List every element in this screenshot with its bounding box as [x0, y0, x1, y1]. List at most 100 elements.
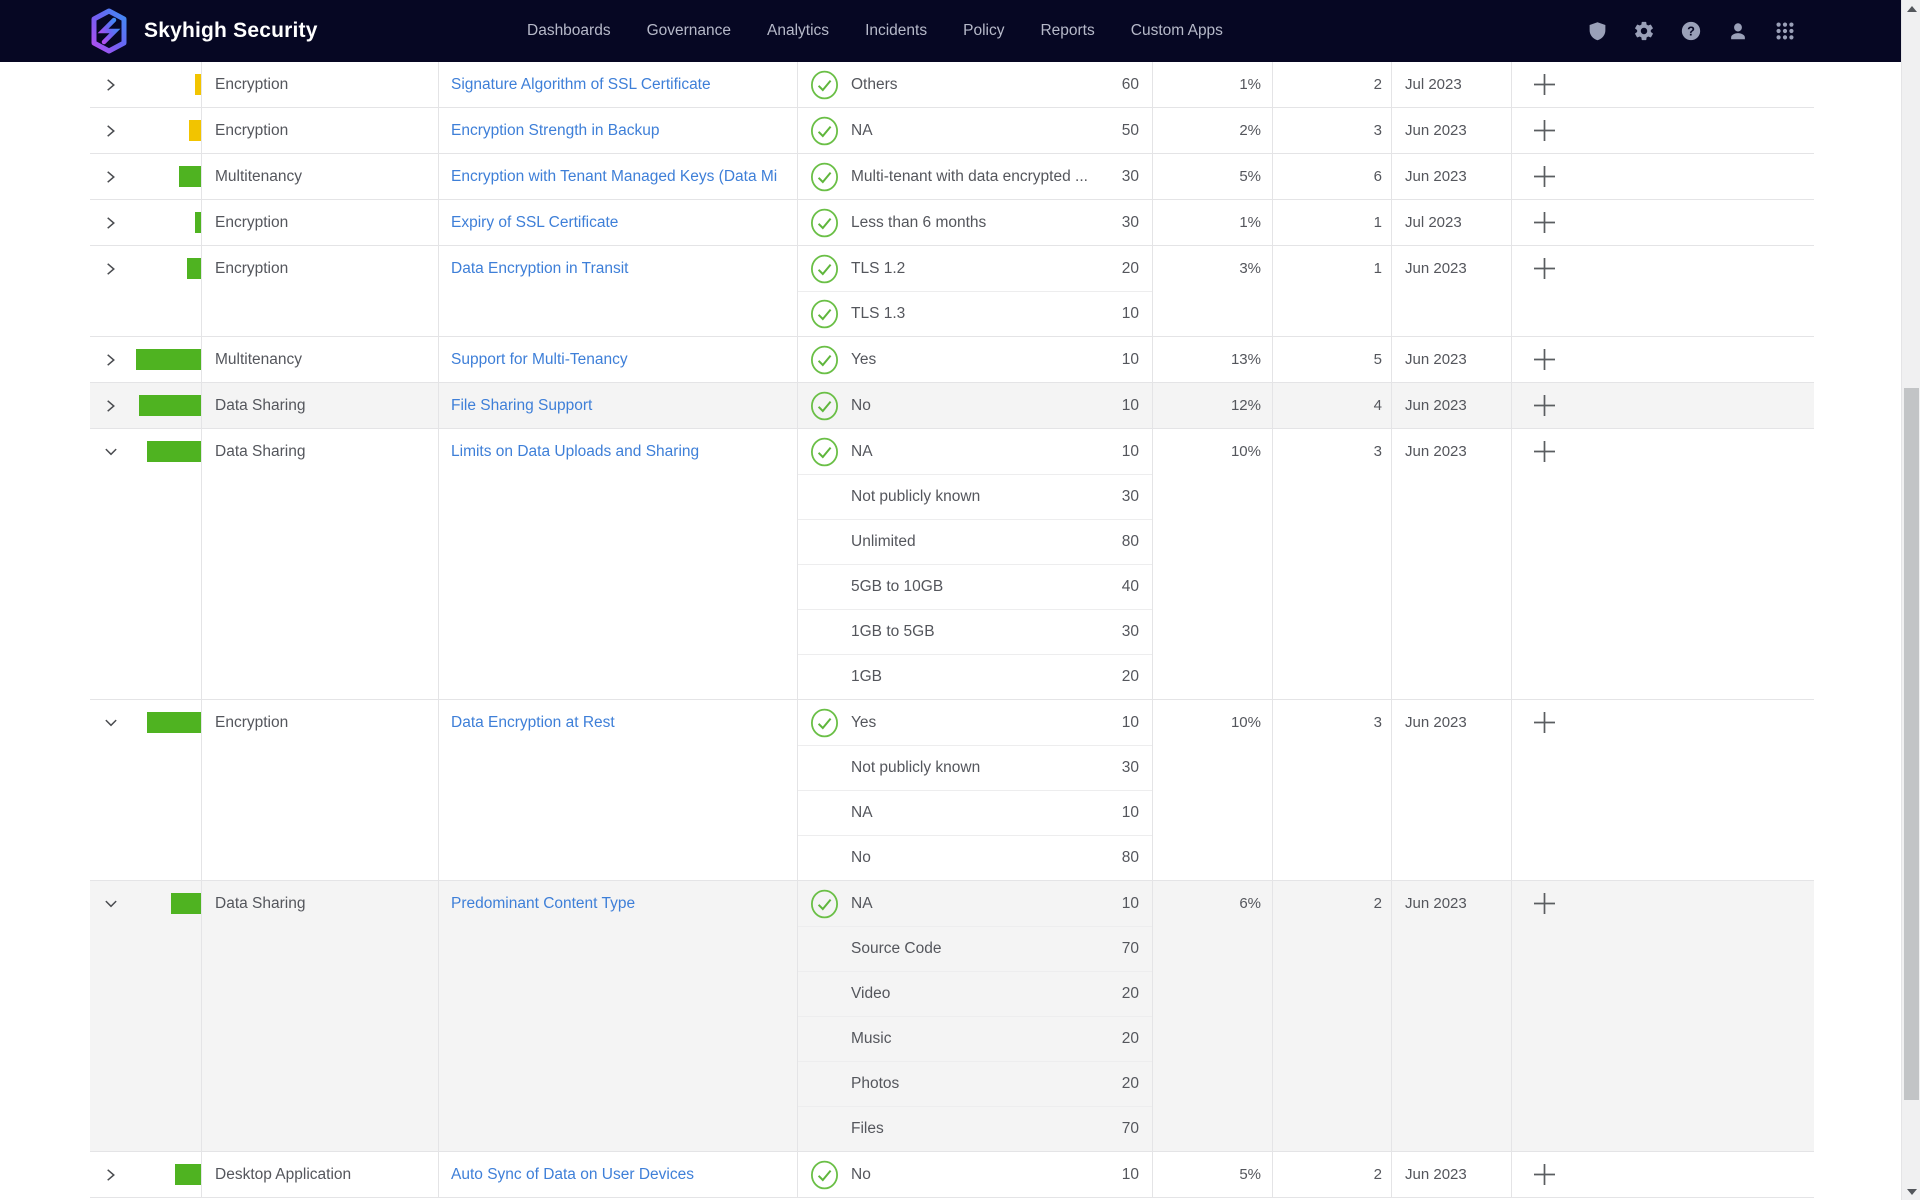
date-value: Jun 2023 — [1405, 443, 1467, 460]
check-circle-icon — [810, 437, 839, 467]
shield-icon[interactable] — [1587, 20, 1608, 42]
add-plus-icon[interactable] — [1531, 392, 1558, 419]
nav-item-policy[interactable]: Policy — [963, 22, 1005, 39]
chevron-right-icon[interactable] — [103, 123, 118, 139]
table-row: Encryption Signature Algorithm of SSL Cer… — [90, 62, 1814, 108]
attribute-link[interactable]: Signature Algorithm of SSL Certificate — [451, 75, 711, 93]
category-score-bar — [147, 712, 201, 733]
add-plus-icon[interactable] — [1531, 346, 1558, 373]
category-cell: Multitenancy — [202, 154, 439, 199]
attribute-link[interactable]: Encryption Strength in Backup — [451, 121, 660, 139]
percent-cell: 2% — [1153, 108, 1273, 153]
count-value: 5 — [1373, 351, 1382, 368]
values-cell: TLS 1.2 20 TLS 1.3 10 — [798, 246, 1153, 336]
value-subrow: 5GB to 10GB 40 — [798, 564, 1152, 609]
add-plus-icon[interactable] — [1531, 1161, 1558, 1188]
brand-logo[interactable]: Skyhigh Security — [88, 0, 318, 62]
add-cell — [1512, 700, 1814, 880]
table-row: Data Sharing File Sharing Support No 10 12% 4… — [90, 383, 1814, 429]
value-subrow: No 80 — [798, 835, 1152, 880]
top-navbar: Skyhigh Security Dashboards Governance A… — [0, 0, 1920, 62]
add-plus-icon[interactable] — [1531, 255, 1558, 282]
value-score: 20 — [1121, 1075, 1139, 1092]
percent-value: 1% — [1239, 214, 1261, 231]
attribute-link[interactable]: Data Encryption in Transit — [451, 259, 629, 277]
add-plus-icon[interactable] — [1531, 163, 1558, 190]
chevron-down-icon[interactable] — [103, 444, 119, 459]
attribute-link[interactable]: Support for Multi-Tenancy — [451, 350, 628, 368]
user-profile-icon[interactable] — [1727, 20, 1749, 42]
attribute-link[interactable]: Expiry of SSL Certificate — [451, 213, 619, 231]
category-score-bar — [147, 441, 201, 462]
chevron-right-icon[interactable] — [103, 215, 118, 231]
value-score: 10 — [1121, 305, 1139, 322]
check-circle-icon — [810, 254, 839, 284]
values-cell: No 10 — [798, 383, 1153, 428]
app-launcher-grid-icon[interactable] — [1774, 20, 1796, 42]
date-cell: Jul 2023 — [1392, 200, 1512, 245]
count-cell: 4 — [1273, 383, 1392, 428]
expander-cell — [90, 383, 202, 428]
nav-item-custom-apps[interactable]: Custom Apps — [1130, 22, 1223, 39]
percent-cell: 3% — [1153, 246, 1273, 336]
check-circle-icon — [810, 162, 839, 192]
percent-value: 1% — [1239, 76, 1261, 93]
settings-gear-icon[interactable] — [1633, 20, 1655, 42]
add-plus-icon[interactable] — [1531, 438, 1558, 465]
attribute-link[interactable]: Data Encryption at Rest — [451, 713, 615, 731]
values-cell: NA 10 Source Code 70 Video 20 Music 20 Photos 20 F… — [798, 881, 1153, 1151]
category-cell: Encryption — [202, 200, 439, 245]
scroll-down-arrow-icon[interactable] — [1902, 1183, 1920, 1200]
value-subrow: Music 20 — [798, 1016, 1152, 1061]
attribute-link[interactable]: Auto Sync of Data on User Devices — [451, 1165, 694, 1183]
category-cell: Encryption — [202, 700, 439, 880]
category-score-bar — [139, 395, 201, 416]
value-label: Photos — [851, 1075, 900, 1092]
nav-item-incidents[interactable]: Incidents — [865, 22, 928, 39]
add-plus-icon[interactable] — [1531, 209, 1558, 236]
add-plus-icon[interactable] — [1531, 709, 1558, 736]
add-plus-icon[interactable] — [1531, 117, 1558, 144]
table-row: Encryption Data Encryption at Rest Yes 10 No… — [90, 700, 1814, 881]
chevron-down-icon[interactable] — [103, 896, 119, 911]
nav-item-reports[interactable]: Reports — [1040, 22, 1095, 39]
value-subrow: Not publicly known 30 — [798, 745, 1152, 790]
vertical-scrollbar[interactable] — [1901, 0, 1920, 1200]
percent-value: 5% — [1239, 168, 1261, 185]
chevron-right-icon[interactable] — [103, 77, 118, 93]
add-cell — [1512, 881, 1814, 1151]
attribute-cell: Encryption Strength in Backup — [439, 108, 798, 153]
chevron-right-icon[interactable] — [103, 352, 118, 368]
attribute-link[interactable]: Encryption with Tenant Managed Keys (Dat… — [451, 167, 778, 185]
scroll-up-arrow-icon[interactable] — [1902, 0, 1920, 17]
category-label: Encryption — [215, 713, 289, 731]
help-icon[interactable]: ? — [1680, 20, 1702, 42]
add-plus-icon[interactable] — [1531, 890, 1558, 917]
add-plus-icon[interactable] — [1531, 71, 1558, 98]
value-score: 40 — [1121, 578, 1139, 595]
chevron-right-icon[interactable] — [103, 398, 118, 414]
chevron-down-icon[interactable] — [103, 715, 119, 730]
date-value: Jun 2023 — [1405, 895, 1467, 912]
value-subrow: Multi-tenant with data encrypted ... 30 — [798, 154, 1152, 199]
percent-cell: 6% — [1153, 881, 1273, 1151]
scrollbar-thumb[interactable] — [1904, 388, 1919, 1100]
attribute-link[interactable]: Predominant Content Type — [451, 894, 636, 912]
date-cell: Jun 2023 — [1392, 429, 1512, 699]
nav-item-analytics[interactable]: Analytics — [767, 22, 830, 39]
value-score: 60 — [1121, 75, 1139, 93]
nav-item-governance[interactable]: Governance — [646, 22, 732, 39]
chevron-right-icon[interactable] — [103, 261, 118, 277]
count-value: 2 — [1373, 1166, 1382, 1183]
chevron-right-icon[interactable] — [103, 1167, 118, 1183]
percent-value: 3% — [1239, 260, 1261, 277]
attribute-link[interactable]: Limits on Data Uploads and Sharing — [451, 442, 700, 460]
count-cell: 1 — [1273, 246, 1392, 336]
value-label: Not publicly known — [851, 488, 981, 505]
chevron-right-icon[interactable] — [103, 169, 118, 185]
attribute-link[interactable]: File Sharing Support — [451, 396, 593, 414]
value-score: 70 — [1121, 1120, 1139, 1137]
date-value: Jun 2023 — [1405, 1166, 1467, 1183]
nav-item-dashboards[interactable]: Dashboards — [527, 22, 611, 39]
category-cell: Encryption — [202, 108, 439, 153]
